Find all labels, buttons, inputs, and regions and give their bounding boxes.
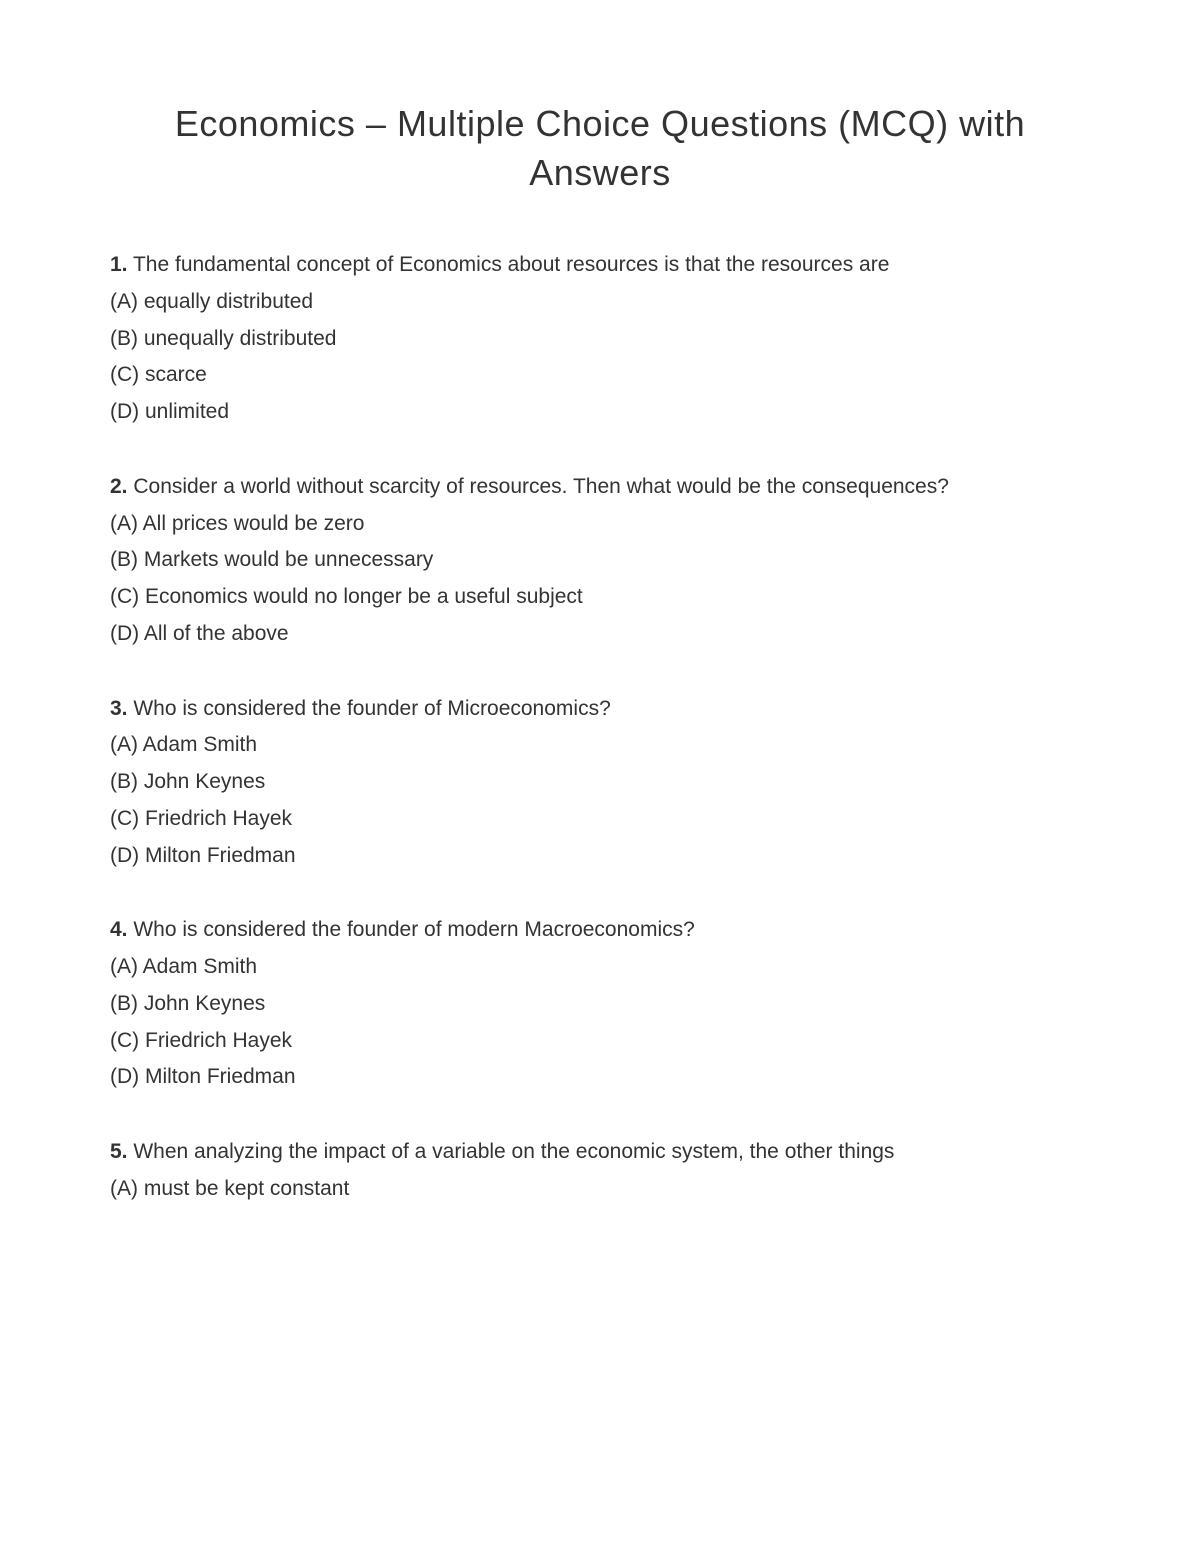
question-block: 3. Who is considered the founder of Micr…	[110, 691, 1090, 875]
question-text: 5. When analyzing the impact of a variab…	[110, 1134, 1090, 1171]
answer-option: (C) scarce	[110, 357, 1090, 394]
answer-option: (B) Markets would be unnecessary	[110, 542, 1090, 579]
answer-option: (A) Adam Smith	[110, 727, 1090, 764]
question-block: 1. The fundamental concept of Economics …	[110, 247, 1090, 431]
question-prompt: Who is considered the founder of Microec…	[128, 697, 611, 720]
answer-option: (B) John Keynes	[110, 986, 1090, 1023]
question-prompt: Who is considered the founder of modern …	[128, 918, 695, 941]
question-prompt: The fundamental concept of Economics abo…	[128, 253, 890, 276]
answer-option: (A) must be kept constant	[110, 1171, 1090, 1208]
answer-option: (D) Milton Friedman	[110, 838, 1090, 875]
answer-option: (A) All prices would be zero	[110, 506, 1090, 543]
question-number: 1.	[110, 253, 128, 276]
answer-option: (C) Friedrich Hayek	[110, 1023, 1090, 1060]
question-text: 2. Consider a world without scarcity of …	[110, 469, 1090, 506]
question-number: 4.	[110, 918, 128, 941]
question-block: 4. Who is considered the founder of mode…	[110, 912, 1090, 1096]
answer-option: (D) unlimited	[110, 394, 1090, 431]
question-prompt: Consider a world without scarcity of res…	[128, 475, 949, 498]
answer-option: (C) Friedrich Hayek	[110, 801, 1090, 838]
answer-option: (C) Economics would no longer be a usefu…	[110, 579, 1090, 616]
answer-option: (A) equally distributed	[110, 284, 1090, 321]
question-text: 1. The fundamental concept of Economics …	[110, 247, 1090, 284]
page-title: Economics – Multiple Choice Questions (M…	[110, 100, 1090, 197]
questions-container: 1. The fundamental concept of Economics …	[110, 247, 1090, 1208]
answer-option: (D) All of the above	[110, 616, 1090, 653]
answer-option: (A) Adam Smith	[110, 949, 1090, 986]
question-number: 5.	[110, 1140, 128, 1163]
question-prompt: When analyzing the impact of a variable …	[128, 1140, 895, 1163]
question-block: 2. Consider a world without scarcity of …	[110, 469, 1090, 653]
answer-option: (B) unequally distributed	[110, 321, 1090, 358]
question-block: 5. When analyzing the impact of a variab…	[110, 1134, 1090, 1208]
question-number: 2.	[110, 475, 128, 498]
question-text: 3. Who is considered the founder of Micr…	[110, 691, 1090, 728]
question-text: 4. Who is considered the founder of mode…	[110, 912, 1090, 949]
question-number: 3.	[110, 697, 128, 720]
answer-option: (D) Milton Friedman	[110, 1059, 1090, 1096]
answer-option: (B) John Keynes	[110, 764, 1090, 801]
